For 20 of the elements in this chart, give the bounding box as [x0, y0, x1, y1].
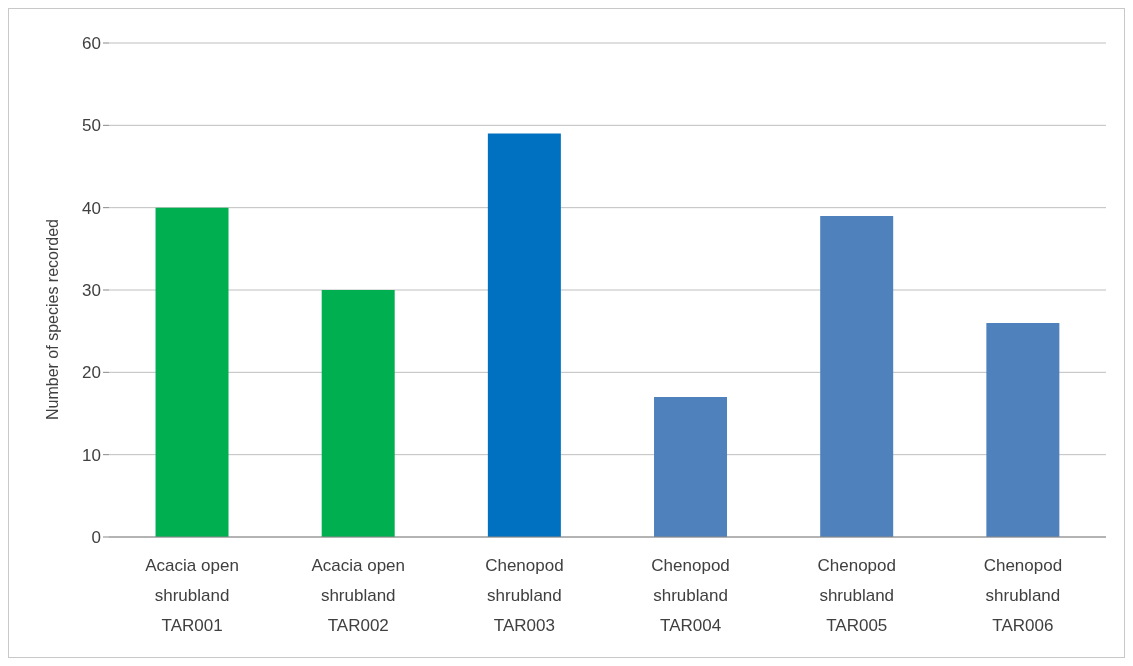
x-tick-label: Chenopod shrubland TAR006	[983, 556, 1063, 636]
y-tick-label: 40	[82, 198, 101, 218]
bar	[986, 322, 1060, 537]
y-tick-label: 0	[91, 528, 101, 548]
y-axis-title: Number of species recorded	[43, 219, 61, 420]
x-tick-label: Chenopod shrubland TAR004	[651, 556, 730, 636]
y-tick-label: 10	[82, 445, 101, 465]
bar	[820, 215, 894, 537]
bar	[654, 397, 728, 537]
x-tick-label: Chenopod shrubland TAR003	[485, 556, 564, 636]
y-tick-label: 60	[82, 34, 101, 54]
bar	[321, 290, 395, 537]
bar	[487, 133, 561, 537]
x-tick-label: Acacia open shrubland TAR002	[311, 556, 406, 636]
y-tick-label: 20	[82, 363, 101, 383]
bar	[155, 207, 229, 537]
y-tick-label: 50	[82, 116, 101, 136]
y-tick-label: 30	[82, 281, 101, 301]
x-tick-label: Chenopod shrubland TAR005	[817, 556, 896, 636]
x-tick-label: Acacia open shrubland TAR001	[145, 556, 239, 636]
